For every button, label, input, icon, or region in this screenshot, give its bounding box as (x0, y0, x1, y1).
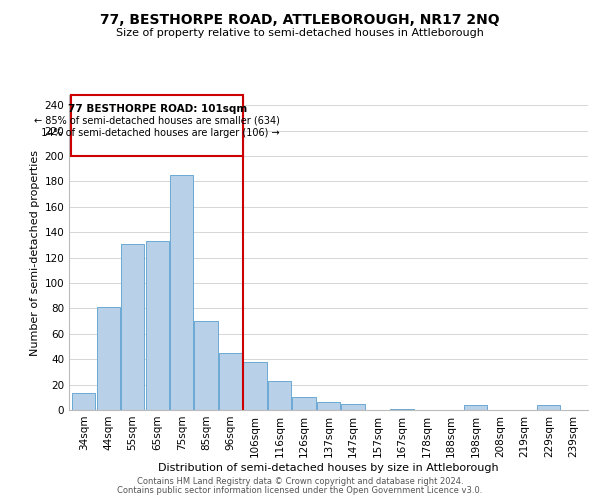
Y-axis label: Number of semi-detached properties: Number of semi-detached properties (30, 150, 40, 356)
Bar (391, 408, 413, 410)
Bar (537, 405, 560, 410)
Bar (219, 353, 242, 410)
Text: 77 BESTHORPE ROAD: 101sqm: 77 BESTHORPE ROAD: 101sqm (68, 104, 247, 114)
Bar (464, 405, 487, 410)
Text: ← 85% of semi-detached houses are smaller (634): ← 85% of semi-detached houses are smalle… (34, 116, 280, 126)
Text: Contains HM Land Registry data © Crown copyright and database right 2024.: Contains HM Land Registry data © Crown c… (137, 477, 463, 486)
Bar (97, 307, 120, 410)
Bar (71, 95, 243, 156)
Bar (341, 404, 365, 410)
Bar (170, 175, 193, 410)
Bar (72, 394, 95, 410)
Text: Contains public sector information licensed under the Open Government Licence v3: Contains public sector information licen… (118, 486, 482, 495)
X-axis label: Distribution of semi-detached houses by size in Attleborough: Distribution of semi-detached houses by … (158, 462, 499, 472)
Bar (244, 362, 266, 410)
Text: Size of property relative to semi-detached houses in Attleborough: Size of property relative to semi-detach… (116, 28, 484, 38)
Text: 77, BESTHORPE ROAD, ATTLEBOROUGH, NR17 2NQ: 77, BESTHORPE ROAD, ATTLEBOROUGH, NR17 2… (100, 12, 500, 26)
Bar (268, 381, 291, 410)
Bar (317, 402, 340, 410)
Bar (146, 241, 169, 410)
Text: 14% of semi-detached houses are larger (106) →: 14% of semi-detached houses are larger (… (35, 128, 280, 138)
Bar (292, 398, 316, 410)
Bar (121, 244, 144, 410)
Bar (194, 321, 218, 410)
